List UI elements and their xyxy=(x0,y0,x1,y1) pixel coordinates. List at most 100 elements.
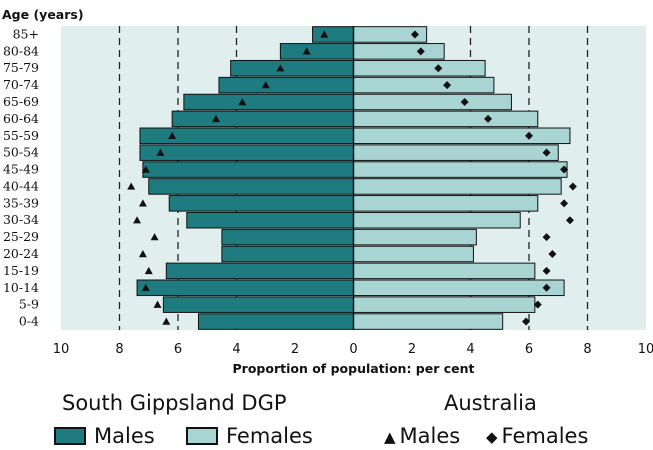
bar-males xyxy=(148,178,354,195)
bar-females xyxy=(353,279,565,297)
marker-australia-males xyxy=(150,233,159,241)
x-tick-label: 8 xyxy=(583,342,591,357)
marker-australia-females xyxy=(525,131,533,140)
marker-australia-females xyxy=(568,182,577,191)
bar-males xyxy=(171,110,354,128)
marker-australia-males xyxy=(133,216,142,224)
legend-local-females-label: Females xyxy=(226,424,313,448)
y-tick-label: 75-79 xyxy=(3,60,39,75)
x-tick-label: 4 xyxy=(466,342,474,357)
diamond-marker-icon: ◆ xyxy=(486,428,498,446)
marker-australia-males xyxy=(320,30,329,38)
y-tick-label: 10-14 xyxy=(3,280,39,295)
x-tick-label: 8 xyxy=(115,342,123,357)
marker-australia-females xyxy=(560,165,569,174)
marker-australia-females xyxy=(548,250,557,258)
y-tick-label: 70-74 xyxy=(3,77,39,92)
bar-males xyxy=(142,161,354,178)
bar-females xyxy=(353,59,486,77)
x-tick-label: 10 xyxy=(53,342,70,357)
marker-australia-males xyxy=(153,300,162,308)
bar-males xyxy=(136,279,354,297)
marker-australia-females xyxy=(533,300,542,309)
y-tick-label: 15-19 xyxy=(3,263,39,278)
y-tick-label: 5-9 xyxy=(19,297,39,312)
marker-australia-males xyxy=(144,266,153,275)
marker-australia-females xyxy=(542,148,551,157)
y-tick-label: 60-64 xyxy=(3,111,39,126)
bar-females xyxy=(353,127,571,145)
marker-australia-males xyxy=(276,64,285,72)
y-tick-label: 0-4 xyxy=(19,314,39,329)
marker-australia-males xyxy=(156,148,165,156)
bar-males xyxy=(165,262,354,280)
marker-australia-males xyxy=(141,283,150,291)
marker-australia-males xyxy=(138,199,147,207)
bar-males xyxy=(186,211,354,229)
x-tick-label: 4 xyxy=(232,342,240,357)
marker-australia-females xyxy=(434,64,443,73)
chart-svg: 85+80-8475-7970-7465-6960-6455-5950-5445… xyxy=(2,7,653,376)
marker-australia-females xyxy=(542,266,551,275)
x-tick-label: 10 xyxy=(638,342,653,357)
marker-australia-males xyxy=(138,250,147,258)
bar-males xyxy=(168,195,354,212)
legend-group-local: South Gippsland DGP xyxy=(62,391,287,415)
males-swatch xyxy=(54,427,86,445)
bar-males xyxy=(312,26,354,43)
bar-males xyxy=(218,76,354,94)
bar-males xyxy=(221,245,354,263)
marker-australia-males xyxy=(127,182,136,190)
females-swatch xyxy=(186,427,218,445)
bar-males xyxy=(279,43,354,60)
marker-australia-females xyxy=(542,283,551,292)
marker-australia-females xyxy=(410,30,419,39)
bar-females xyxy=(353,245,474,263)
y-tick-label: 30-34 xyxy=(3,212,39,227)
bar-females xyxy=(353,76,495,94)
bar-females xyxy=(353,313,504,330)
bar-females xyxy=(353,211,521,229)
x-tick-label: 6 xyxy=(525,342,533,357)
legend-item-national-females: ◆ Females xyxy=(486,424,588,448)
bar-females xyxy=(353,195,539,212)
bar-males xyxy=(221,228,354,246)
marker-australia-females xyxy=(542,233,551,242)
x-tick-label: 0 xyxy=(349,342,357,357)
legend-item-national-males: ▲ Males xyxy=(384,424,460,448)
bar-females xyxy=(353,110,539,128)
x-tick-label: 2 xyxy=(291,342,299,357)
bar-males xyxy=(183,93,354,111)
marker-australia-males xyxy=(261,81,270,89)
triangle-marker-icon: ▲ xyxy=(384,428,396,446)
bar-males xyxy=(197,313,354,330)
marker-australia-females xyxy=(522,317,531,326)
y-tick-label: 40-44 xyxy=(3,178,39,193)
marker-australia-males xyxy=(212,114,221,123)
bar-males xyxy=(139,144,354,161)
bar-females xyxy=(353,161,568,178)
legend-item-local-females: Females xyxy=(186,424,313,448)
legend-item-local-males: Males xyxy=(54,424,155,448)
marker-australia-females xyxy=(416,47,425,56)
marker-australia-females xyxy=(443,81,452,90)
bar-females xyxy=(353,93,512,111)
marker-australia-females xyxy=(565,216,574,225)
marker-australia-males xyxy=(302,47,311,55)
bar-males xyxy=(162,296,354,313)
marker-australia-males xyxy=(168,131,177,139)
bar-males xyxy=(230,59,354,77)
legend-national-males-label: Males xyxy=(399,424,461,448)
y-axis-title: Age (years) xyxy=(2,7,84,22)
marker-australia-males xyxy=(141,165,150,173)
y-tick-label: 80-84 xyxy=(3,43,39,58)
x-axis-title: Proportion of population: per cent xyxy=(233,361,475,376)
marker-australia-females xyxy=(560,199,569,208)
legend-group-national: Australia xyxy=(444,391,537,415)
bar-females xyxy=(353,296,536,313)
bar-females xyxy=(353,262,536,280)
marker-australia-males xyxy=(238,98,247,106)
y-tick-label: 25-29 xyxy=(3,229,39,244)
marker-australia-females xyxy=(484,114,493,123)
